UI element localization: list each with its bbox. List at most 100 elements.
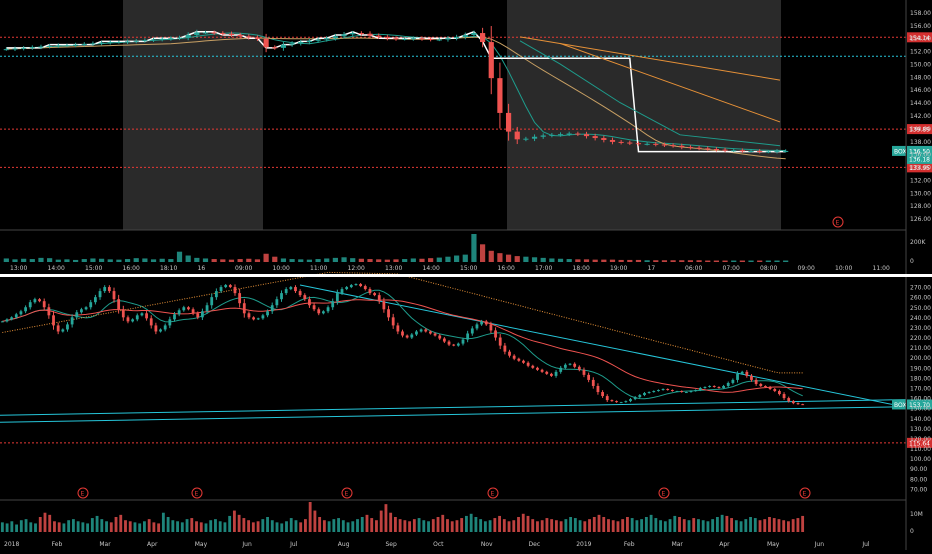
ma-red-line xyxy=(2,299,803,393)
intraday-candle xyxy=(549,134,555,136)
daily-volume-bar xyxy=(251,522,255,532)
intraday-candle xyxy=(220,33,226,35)
daily-candle xyxy=(33,299,37,303)
daily-volume-bar xyxy=(498,515,501,532)
daily-volume-bar xyxy=(531,519,535,532)
daily-volume-bar xyxy=(673,515,677,532)
daily-volume-bar xyxy=(502,519,506,532)
intraday-volume-bar xyxy=(133,258,139,262)
daily-volume-bar xyxy=(706,521,710,532)
daily-volume-bar xyxy=(483,521,487,532)
daily-volume-bar xyxy=(441,514,445,532)
intraday-volume-bar xyxy=(783,260,789,262)
daily-candle xyxy=(591,379,595,386)
intraday-candle xyxy=(324,38,330,40)
daily-candle xyxy=(410,334,414,338)
daily-x-tick-label: Mar xyxy=(672,541,684,548)
daily-volume-bar xyxy=(237,514,241,532)
daily-y-tick-label: 70.00 xyxy=(910,486,927,493)
intraday-candle xyxy=(3,49,9,51)
daily-candle xyxy=(657,390,660,392)
daily-candle xyxy=(52,315,55,326)
daily-candle xyxy=(522,360,525,363)
daily-pane[interactable]: 115.64 E E E E E E BOX 153.70 70.00 80.00 90.00 100.… xyxy=(0,271,932,550)
daily-candle xyxy=(624,401,628,403)
daily-candle xyxy=(545,371,549,374)
daily-candle xyxy=(373,293,376,296)
daily-volume-bar xyxy=(749,517,752,532)
daily-candle xyxy=(563,364,567,368)
intraday-volume-bar xyxy=(713,260,719,262)
daily-volume-bar xyxy=(341,520,345,532)
intraday-x-tick-label: 12:00 xyxy=(348,265,365,272)
intraday-candle xyxy=(168,38,174,40)
daily-volume-bar xyxy=(190,518,194,532)
daily-candle xyxy=(401,331,404,336)
intraday-volume-bar xyxy=(705,260,711,262)
daily-volume-bar xyxy=(119,514,123,532)
daily-x-tick-label: 2018 xyxy=(4,541,19,548)
daily-volume-bar xyxy=(176,521,179,532)
daily-volume-bar xyxy=(626,517,629,532)
daily-candle xyxy=(489,324,493,331)
trendline-resistance xyxy=(299,284,907,408)
earnings-marker-label: E xyxy=(836,220,840,227)
daily-candle xyxy=(750,375,753,380)
intraday-candle xyxy=(774,150,780,152)
daily-candle xyxy=(768,386,772,390)
daily-candle xyxy=(652,391,656,393)
intraday-volume-bar xyxy=(661,260,668,262)
intraday-candle xyxy=(176,37,183,39)
daily-volume-bar xyxy=(285,521,288,532)
daily-volume-bar xyxy=(180,522,184,532)
daily-volume-bar xyxy=(322,520,326,532)
daily-y-tick-label: 130.00 xyxy=(910,426,931,433)
daily-volume-bar xyxy=(597,514,601,532)
daily-candle xyxy=(75,312,79,318)
daily-y-tick-label: 190.00 xyxy=(910,365,931,372)
intraday-candle xyxy=(454,36,460,39)
daily-volume-bar xyxy=(356,519,359,532)
daily-volume-bar xyxy=(308,502,312,532)
daily-candle xyxy=(577,366,581,370)
daily-candle xyxy=(712,385,716,387)
daily-candle xyxy=(615,401,618,403)
daily-candle xyxy=(14,314,18,318)
daily-volume-bar xyxy=(554,520,558,532)
daily-y-tick-label: 150.00 xyxy=(910,406,931,413)
daily-candle xyxy=(415,331,418,335)
daily-volume-bar xyxy=(53,521,56,532)
intraday-volume-bar xyxy=(419,258,425,262)
daily-volume-bar xyxy=(90,518,94,532)
intraday-y-tick-label: 154.00 xyxy=(910,36,931,43)
daily-candle xyxy=(708,385,712,387)
daily-candle xyxy=(84,307,88,310)
daily-volume-bar xyxy=(540,520,544,532)
daily-candle xyxy=(191,309,195,314)
daily-candle xyxy=(93,297,97,303)
daily-volume-bar xyxy=(57,522,61,532)
daily-volume-bar xyxy=(15,524,18,532)
intraday-candle xyxy=(609,139,616,142)
intraday-y-tick-label: 146.00 xyxy=(910,87,931,94)
pre-market-shade xyxy=(123,0,263,230)
earnings-marker-icon xyxy=(658,487,670,499)
daily-volume-bar xyxy=(157,523,161,532)
intraday-candle xyxy=(445,38,451,40)
daily-candle xyxy=(605,396,609,401)
daily-candle xyxy=(717,386,721,388)
earnings-marker-label: E xyxy=(345,491,349,498)
intraday-y-tick-label: 138.00 xyxy=(910,139,931,146)
daily-volume-bar xyxy=(95,515,99,532)
intraday-candle xyxy=(783,150,789,152)
intraday-candle xyxy=(644,143,650,145)
intraday-volume-bar xyxy=(583,259,590,262)
daily-candle xyxy=(275,299,279,306)
daily-volume-bar xyxy=(521,513,525,532)
daily-candle xyxy=(731,379,735,383)
daily-candle xyxy=(66,324,69,330)
daily-candle xyxy=(177,310,181,315)
intraday-candle xyxy=(142,40,148,42)
